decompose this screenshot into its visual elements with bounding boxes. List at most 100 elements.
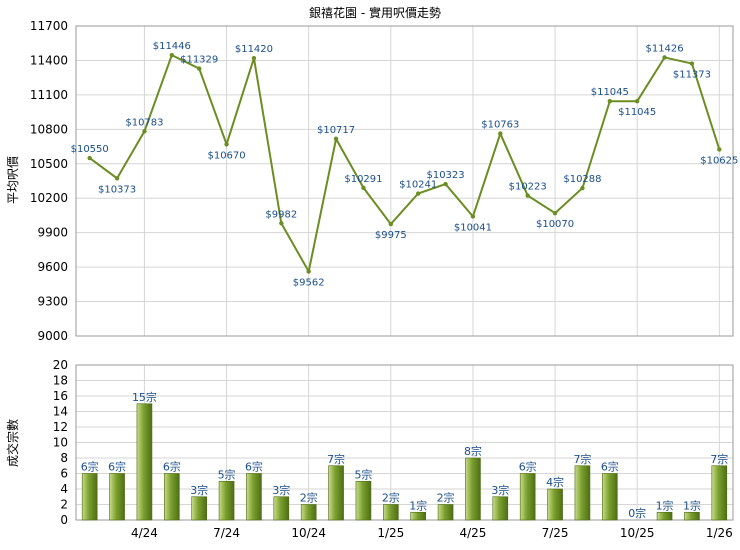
price-data-label: $10550	[71, 144, 109, 155]
x-tick-label: 10/25	[620, 526, 655, 540]
price-data-label: $11446	[153, 41, 191, 52]
price-data-label: $10070	[536, 219, 574, 230]
count-bar-label: 2宗	[437, 491, 455, 505]
count-bar	[328, 465, 344, 521]
price-data-label: $11045	[618, 107, 656, 118]
price-data-point	[196, 66, 202, 71]
count-bar	[574, 465, 591, 521]
price-data-label: $10625	[700, 155, 738, 166]
price-data-point	[114, 176, 120, 181]
count-bar-label: 2宗	[382, 491, 400, 505]
price-y-tick-label: 10500	[30, 157, 68, 171]
count-bar-label: 15宗	[132, 390, 157, 404]
price-y-tick-label: 9900	[37, 226, 68, 240]
price-data-point	[142, 129, 147, 134]
count-bar	[383, 504, 399, 521]
x-tick-label: 4/25	[459, 526, 486, 540]
count-bar	[547, 488, 563, 521]
count-bar	[602, 473, 618, 521]
count-bar	[492, 496, 509, 521]
price-data-label: $10670	[207, 150, 245, 161]
count-bar-label: 5宗	[218, 467, 236, 481]
price-data-point	[251, 55, 257, 61]
count-bar	[684, 511, 700, 521]
count-bar-label: 6宗	[81, 460, 99, 474]
price-data-point	[87, 155, 92, 161]
price-data-label: $9562	[293, 277, 325, 288]
price-data-point	[361, 185, 366, 190]
price-data-point	[470, 214, 476, 219]
price-data-point	[169, 52, 175, 58]
count-bar	[656, 511, 673, 521]
count-bar-label: 6宗	[601, 460, 619, 474]
price-data-point	[388, 221, 394, 227]
price-data-label: $10223	[509, 182, 547, 193]
x-tick-label: 1/25	[377, 526, 404, 540]
count-plot-frame	[75, 364, 734, 521]
price-data-point	[224, 142, 229, 147]
count-bar-label: 3宗	[190, 483, 208, 497]
count-bar-label: 6宗	[245, 460, 263, 474]
price-data-label: $10783	[125, 117, 163, 128]
price-data-label: $10241	[399, 180, 437, 191]
x-tick-label: 7/24	[213, 526, 240, 540]
price-y-tick-label: 11100	[30, 88, 68, 102]
price-data-point	[443, 181, 448, 187]
count-y-tick-label: 8	[60, 451, 68, 465]
price-data-label: $11420	[235, 44, 273, 55]
x-tick-label: 1/26	[706, 526, 733, 540]
count-bar-label: 6宗	[163, 460, 181, 474]
count-bar-label: 1宗	[683, 498, 701, 512]
count-bar	[465, 457, 481, 521]
count-bar	[711, 465, 728, 521]
count-bar	[109, 473, 125, 521]
count-bar-label: 7宗	[573, 452, 591, 466]
count-bar	[81, 473, 98, 521]
count-bar	[519, 473, 536, 521]
count-bar	[437, 504, 454, 521]
price-data-label: $11373	[673, 70, 711, 81]
price-data-label: $10373	[98, 184, 136, 195]
price-data-label: $10041	[454, 222, 492, 233]
count-bar	[218, 480, 235, 521]
count-bar	[273, 496, 290, 521]
count-bar-label: 0宗	[628, 506, 646, 520]
count-bar-label: 1宗	[409, 498, 427, 512]
price-data-point	[552, 210, 558, 216]
price-y-tick-label: 9000	[37, 329, 68, 343]
x-tick-label: 4/24	[131, 526, 158, 540]
price-data-point	[634, 99, 640, 104]
price-data-point	[333, 136, 339, 142]
price-y-tick-label: 11700	[30, 19, 68, 33]
count-bar-label: 3宗	[272, 483, 290, 497]
price-y-tick-label: 10800	[30, 122, 68, 136]
price-data-label: $10288	[563, 174, 601, 185]
price-data-label: $10323	[426, 170, 464, 181]
price-data-label: $11045	[591, 87, 629, 98]
count-y-tick-label: 16	[53, 389, 68, 403]
price-data-point	[306, 269, 311, 274]
price-data-point	[498, 131, 503, 136]
price-data-point	[525, 193, 530, 198]
count-bar-label: 6宗	[108, 460, 126, 474]
count-bar-label: 4宗	[546, 475, 564, 489]
x-tick-label: 10/24	[291, 526, 326, 540]
price-y-tick-label: 11400	[30, 53, 68, 67]
count-bar-label: 1宗	[656, 498, 674, 512]
price-chart-panel: 9000 9300 9600 9900 10200 10500 10800 11100 1140…	[30, 19, 739, 343]
price-data-point	[607, 99, 613, 104]
price-data-point	[662, 55, 667, 60]
count-bar-label: 3宗	[491, 483, 509, 497]
price-data-label: $11426	[645, 43, 683, 54]
price-series-line	[89, 53, 721, 275]
count-bar-label: 5宗	[354, 467, 372, 481]
price-y-tick-label: 10200	[30, 191, 68, 205]
price-data-label: $9975	[375, 230, 407, 241]
count-bar-label: 6宗	[519, 460, 537, 474]
count-y-axis-label: 成交宗數	[5, 419, 20, 467]
price-data-point	[580, 185, 585, 191]
count-y-tick-label: 6	[60, 467, 68, 481]
count-y-tick-label: 14	[53, 405, 68, 419]
